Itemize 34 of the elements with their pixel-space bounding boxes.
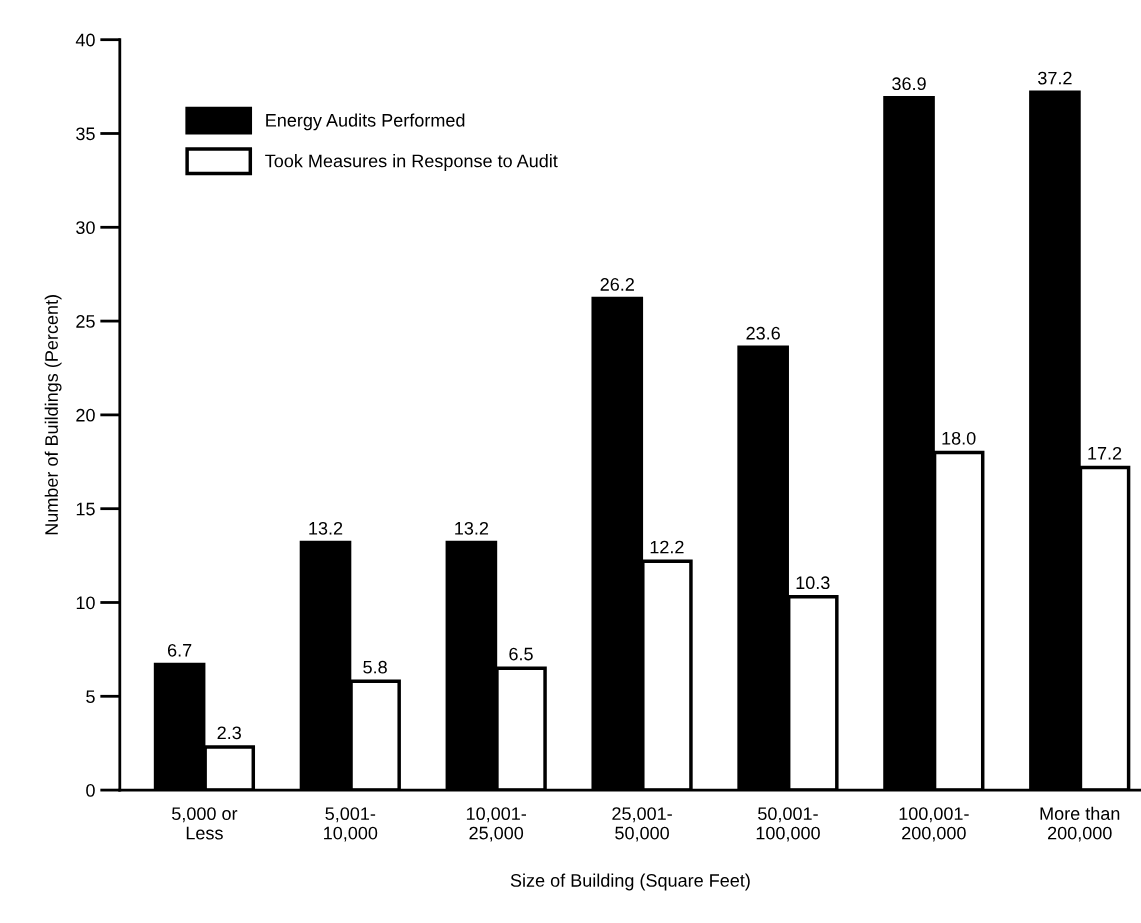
y-tick-label: 15: [76, 502, 95, 516]
x-axis-title: Size of Building (Square Feet): [510, 873, 750, 891]
x-tick-label: More than 200,000: [1040, 806, 1120, 842]
legend-label: Took Measures in Response to Audit: [265, 154, 558, 171]
y-tick-label: 30: [76, 221, 95, 235]
x-tick-label: 5,000 or Less: [172, 807, 238, 840]
y-tick-label: 25: [76, 315, 95, 328]
data-label: 5.8: [363, 660, 387, 674]
y-tick-label: 0: [86, 784, 95, 797]
y-tick-label: 20: [76, 408, 95, 422]
x-tick-label: 25,001- 50,000: [612, 807, 672, 842]
data-label: 36.9: [892, 77, 926, 91]
y-tick-label: 40: [75, 33, 95, 47]
data-label: 23.6: [746, 326, 780, 340]
data-label: 13.2: [455, 521, 489, 535]
data-label: 12.2: [650, 540, 684, 554]
y-tick-label: 10: [76, 596, 95, 610]
y-tick-label: 35: [76, 127, 95, 141]
data-label: 2.3: [217, 726, 241, 740]
y-tick-label: 5: [86, 690, 95, 704]
data-label: 6.5: [509, 647, 533, 661]
x-tick-label: 100,001- 200,000: [899, 807, 969, 842]
data-label: 37.2: [1038, 71, 1072, 85]
x-tick-label: 10,001- 25,000: [466, 807, 527, 842]
legend-label: Energy Audits Performed: [266, 113, 465, 131]
y-axis-title: Number of Buildings (Percent): [44, 295, 62, 535]
data-label: 6.7: [167, 643, 192, 657]
data-label: 17.2: [1088, 446, 1122, 460]
data-label: 13.2: [309, 521, 343, 535]
data-label: 26.2: [600, 278, 634, 291]
data-label: 18.0: [942, 431, 976, 445]
x-tick-label: 50,001- 100,000: [756, 807, 820, 842]
data-label: 10.3: [796, 576, 830, 590]
x-tick-label: 5,001- 10,000: [324, 807, 378, 842]
